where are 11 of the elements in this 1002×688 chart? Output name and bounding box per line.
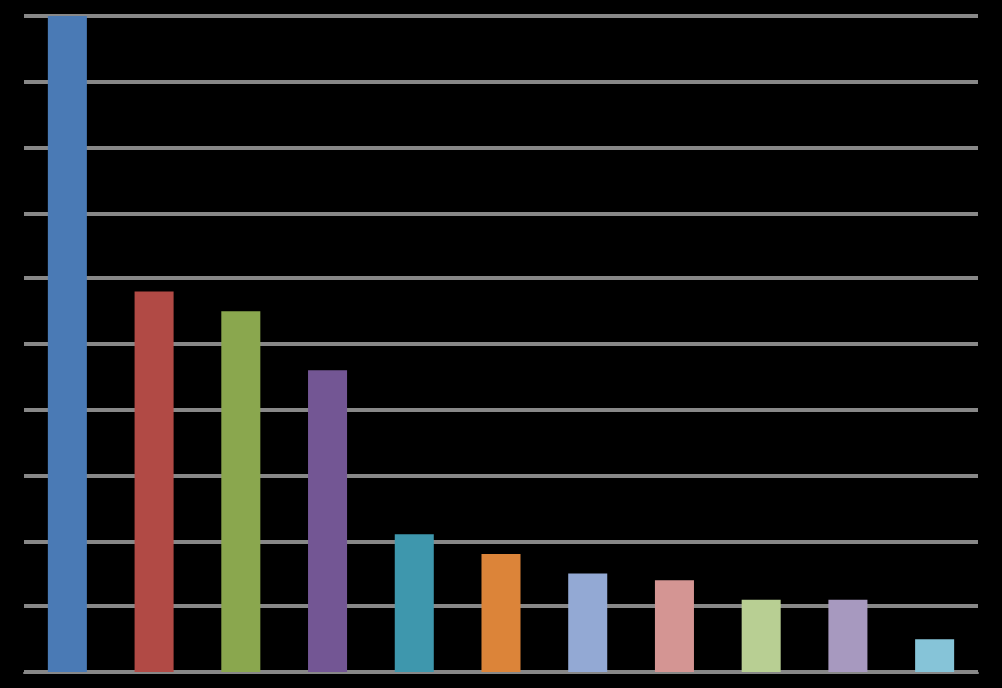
bar xyxy=(828,599,868,672)
bar xyxy=(568,573,608,672)
bar xyxy=(308,370,348,672)
bar xyxy=(47,16,87,672)
bar xyxy=(134,291,174,672)
bar xyxy=(654,580,694,672)
bar xyxy=(741,599,781,672)
bar xyxy=(481,553,521,672)
bar xyxy=(221,311,261,672)
bar xyxy=(915,639,955,672)
bar xyxy=(394,534,434,672)
